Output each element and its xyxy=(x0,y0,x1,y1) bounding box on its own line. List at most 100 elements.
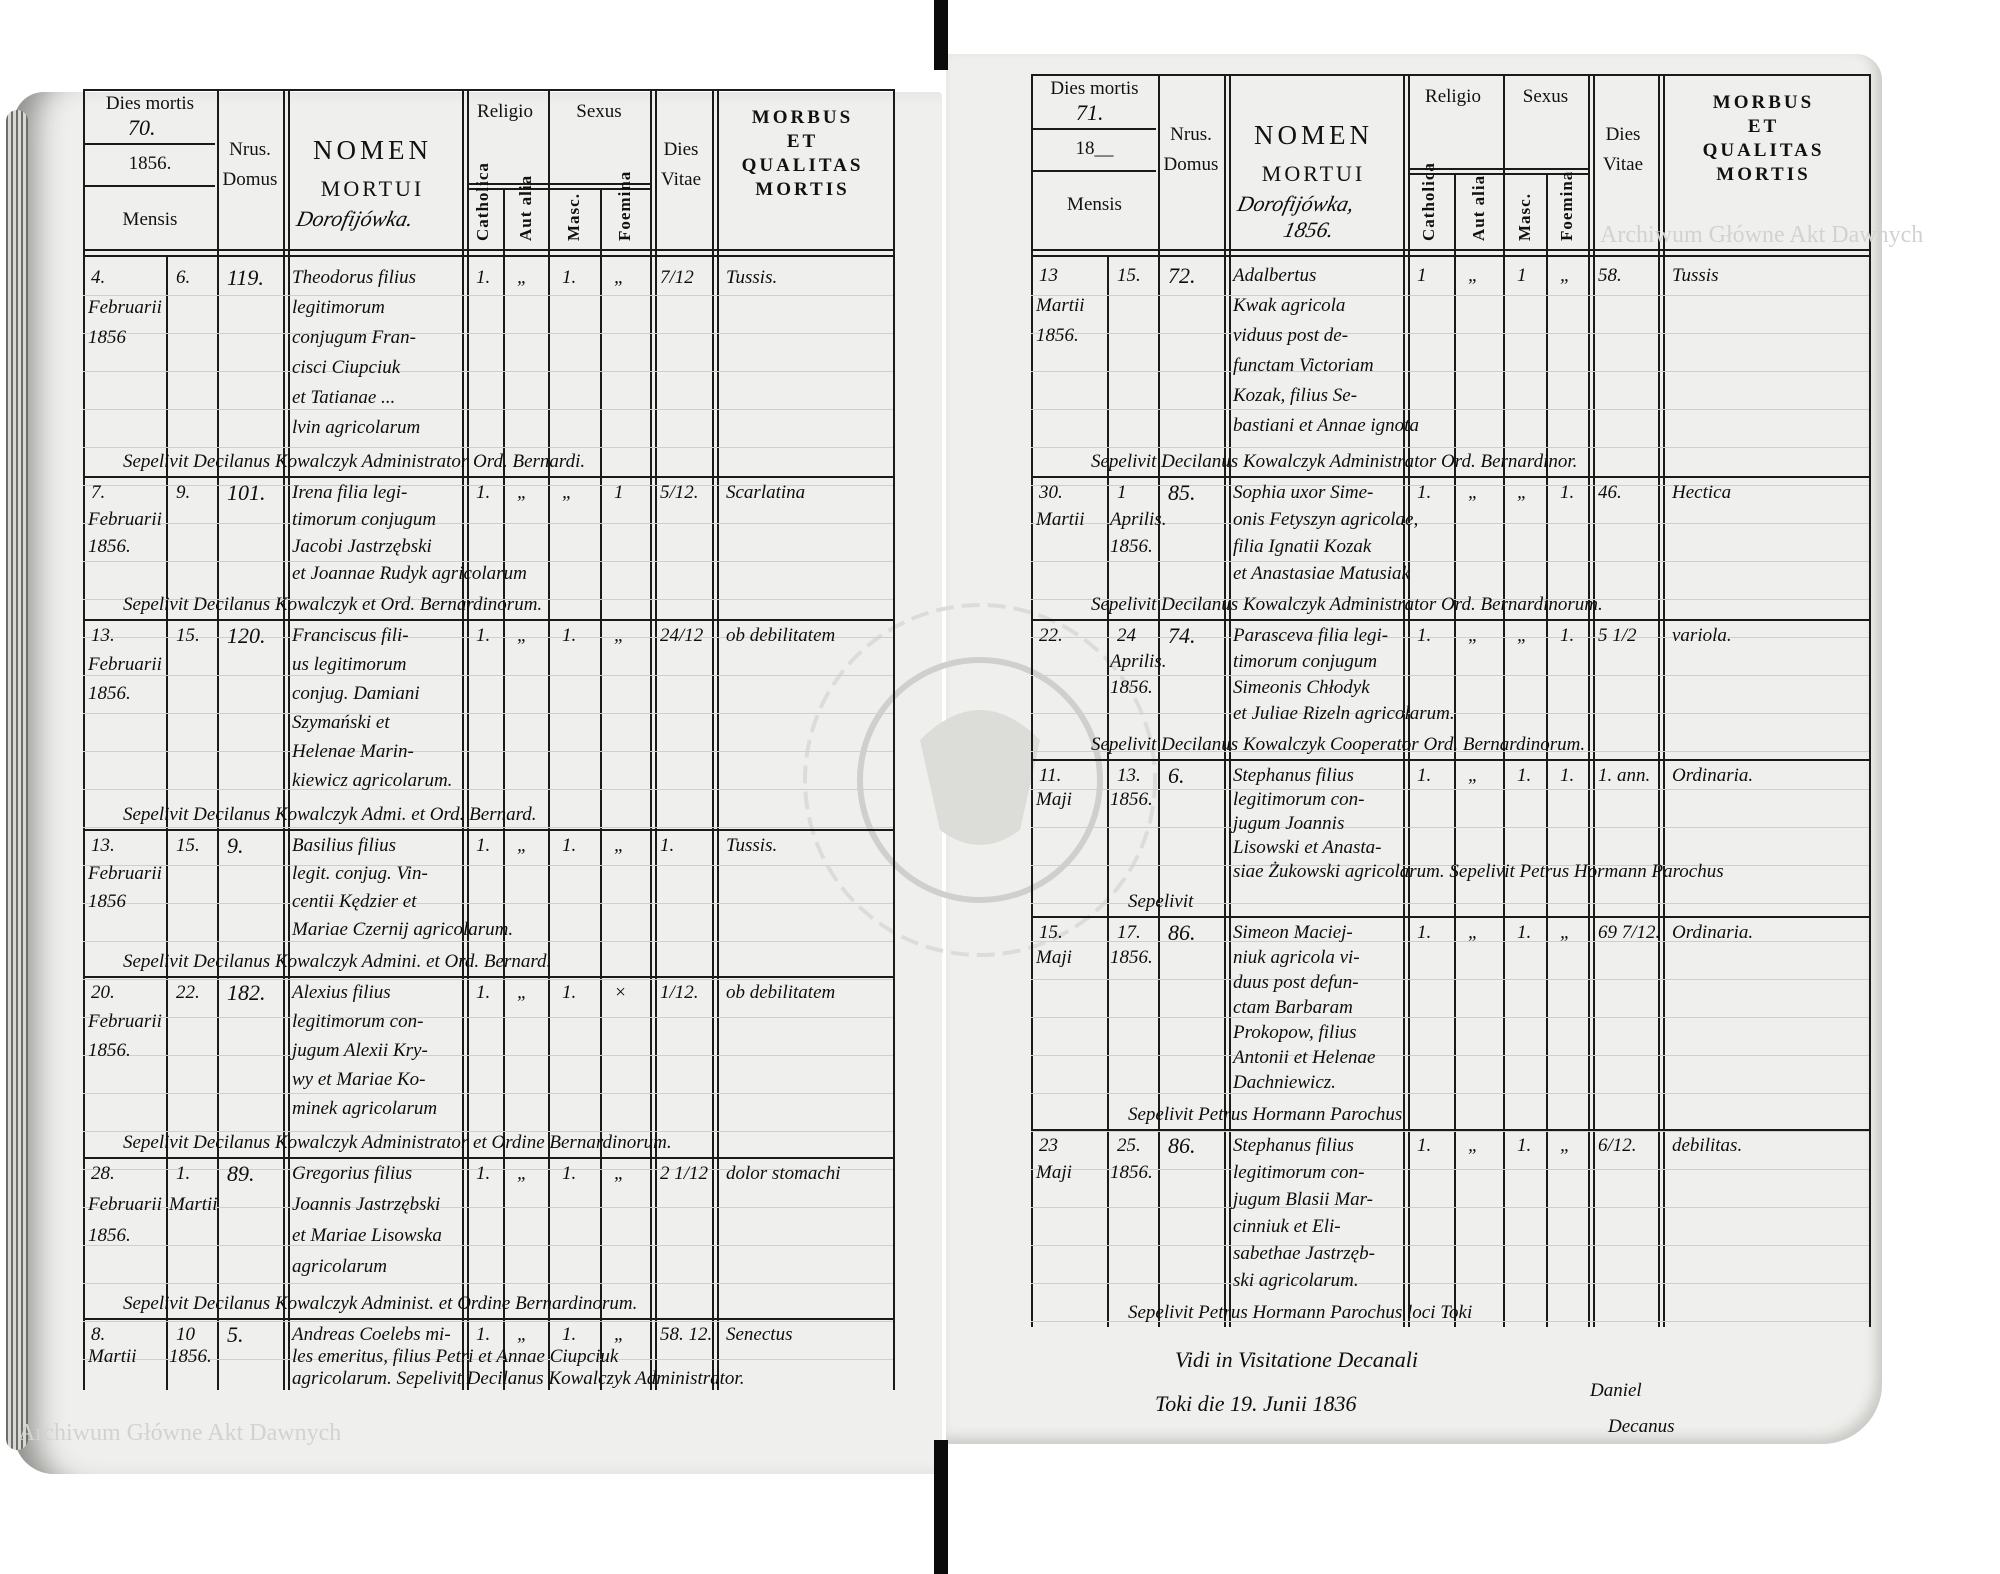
dies-vitae: 58. xyxy=(1598,265,1622,286)
cell-foemina: „ xyxy=(614,1163,625,1184)
deceased-name-line: timorum conjugum xyxy=(1233,651,1378,672)
sub-column-rule xyxy=(1454,174,1456,1327)
dies-vitae: 1/12. xyxy=(660,982,699,1003)
cell-foemina: „ xyxy=(1560,1135,1571,1156)
cell-catholica: 1. xyxy=(476,625,491,646)
header-dies-mortis: Dies mortis xyxy=(1050,78,1139,99)
deceased-name-line: lvin agricolarum xyxy=(292,417,421,438)
cell-catholica: 1. xyxy=(476,482,491,503)
deceased-name-line: Sophia uxor Sime- xyxy=(1233,482,1374,503)
morbus-cause: Hectica xyxy=(1672,482,1732,503)
column-rule xyxy=(1224,74,1226,1327)
ledger-line xyxy=(1031,789,1869,790)
sepelivit-line: Sepelivit Decilanus Kowalczyk Administra… xyxy=(123,1132,672,1153)
deceased-name-line: Prokopow, filius xyxy=(1233,1022,1357,1043)
cell-masc: 1. xyxy=(562,1324,577,1345)
ledger-line xyxy=(83,827,893,828)
book-binding-bottom xyxy=(934,1440,948,1574)
deceased-name-line: legitimorum con- xyxy=(1233,789,1365,810)
header-sexus: Sexus xyxy=(576,101,622,122)
cell-catholica: 1. xyxy=(1417,482,1432,503)
column-rule xyxy=(283,89,285,1390)
burial-day: 13. xyxy=(1117,765,1141,786)
death-day: 23 xyxy=(1039,1135,1058,1156)
cell-aut-alia: „ xyxy=(1468,625,1479,646)
header-mortui: MORTUI xyxy=(1261,161,1366,186)
dies-vitae: 5 1/2 xyxy=(1598,625,1637,646)
row-rule xyxy=(83,829,893,831)
sepelivit-line: Sepelivit xyxy=(1128,891,1194,912)
header-foemina: Foemina xyxy=(1557,170,1576,241)
column-rule-double xyxy=(1408,74,1410,1327)
death-month-year: 1856 xyxy=(88,891,126,912)
header-dies-mortis: Dies mortis xyxy=(105,93,195,114)
death-month-year: Februarii xyxy=(88,654,162,675)
cell-catholica: 1. xyxy=(476,835,491,856)
burial-day: 10 xyxy=(176,1324,195,1345)
header-year: 1856. xyxy=(128,153,172,174)
row-rule xyxy=(83,976,893,978)
column-rule xyxy=(548,89,550,1390)
ledger-line xyxy=(1031,1017,1869,1018)
deceased-name-line: functam Victoriam xyxy=(1233,355,1374,376)
death-day: 22. xyxy=(1039,625,1063,646)
ledger-line xyxy=(1031,1283,1869,1284)
ledger-line xyxy=(1031,903,1869,904)
dies-vitae: 46. xyxy=(1598,482,1622,503)
death-month-year: Februarii xyxy=(88,1194,162,1215)
burial-day: 15. xyxy=(176,835,200,856)
cell-aut-alia: „ xyxy=(517,1163,528,1184)
death-month-year: Martii xyxy=(1036,295,1085,316)
cell-foemina: „ xyxy=(1560,265,1571,286)
dean-signature: Decanus xyxy=(1608,1416,1675,1437)
header-rule xyxy=(1033,170,1156,172)
ledger-line xyxy=(83,751,893,752)
death-month-year: 1856. xyxy=(88,536,131,557)
header-nrus: Nrus. xyxy=(1170,124,1212,145)
cell-masc: „ xyxy=(562,482,573,503)
cell-catholica: 1. xyxy=(1417,765,1432,786)
column-rule-double xyxy=(467,89,469,1390)
column-rule-double xyxy=(717,89,719,1390)
cell-masc: 1. xyxy=(1517,765,1532,786)
morbus-cause: Tussis xyxy=(1672,265,1719,286)
header-morbus: ET xyxy=(786,131,819,152)
cell-foemina: 1. xyxy=(1560,765,1575,786)
header-bottom-rule xyxy=(83,255,893,257)
death-day: 20. xyxy=(91,982,115,1003)
deceased-name-line: Basilius filius xyxy=(292,835,396,856)
burial-month-year: 1856. xyxy=(1110,677,1153,698)
house-number: 182. xyxy=(227,980,266,1005)
header-group-rule xyxy=(1409,168,1588,170)
ledger-line xyxy=(83,1283,893,1284)
right-page xyxy=(946,54,1882,1444)
house-number: 101. xyxy=(227,480,266,505)
row-rule xyxy=(83,619,893,621)
header-rule xyxy=(85,185,215,187)
deceased-name-line: Mariae Czernij agricolarum. xyxy=(292,919,514,940)
header-vitae: Vitae xyxy=(1602,154,1644,175)
deceased-name-line: minek agricolarum xyxy=(292,1098,438,1119)
header-sexus: Sexus xyxy=(1522,86,1569,107)
ledger-line xyxy=(1031,447,1869,448)
cell-aut-alia: „ xyxy=(1468,482,1479,503)
stamp-lettering-ring xyxy=(803,603,1157,957)
death-month-year: Maji xyxy=(1036,947,1072,968)
death-month-year: 1856. xyxy=(88,1225,131,1246)
morbus-cause: Scarlatina xyxy=(726,482,806,503)
deceased-name-line: wy et Mariae Ko- xyxy=(292,1069,426,1090)
house-number: 119. xyxy=(227,265,264,290)
ledger-line xyxy=(83,485,893,486)
ledger-line xyxy=(1031,523,1869,524)
cell-aut-alia: „ xyxy=(1468,765,1479,786)
deceased-name-line: et Anastasiae Matusiak xyxy=(1233,563,1410,584)
book-binding-top xyxy=(934,0,948,70)
deceased-name-line: ski agricolarum. xyxy=(1233,1270,1359,1291)
column-rule xyxy=(650,89,652,1390)
deceased-name-line: Joannis Jastrzębski xyxy=(292,1194,441,1215)
deceased-name-line: jugum Joannis xyxy=(1233,813,1345,834)
deceased-name-line: Franciscus fili- xyxy=(292,625,409,646)
column-rule-double xyxy=(655,89,657,1390)
row-rule xyxy=(83,1157,893,1159)
house-number: 9. xyxy=(227,833,244,858)
